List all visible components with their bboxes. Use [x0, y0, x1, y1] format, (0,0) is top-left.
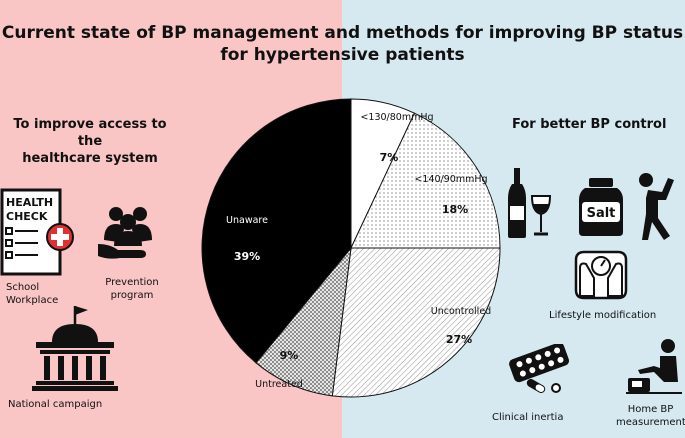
government-building-icon — [32, 306, 118, 391]
prevention-label-line2: program — [110, 290, 154, 301]
school-workplace-label: School Workplace — [6, 281, 58, 307]
pie-slices-group — [201, 98, 501, 398]
figure-title-line2: for hypertensive patients — [220, 45, 465, 65]
pie-label-4: Unaware — [226, 215, 268, 226]
home-bp-measurement-icon — [626, 339, 682, 394]
pie-label-1: <140/90mmHg — [414, 174, 487, 185]
home-bp-label-line1: Home BP — [627, 404, 674, 415]
home-bp-label: Home BP measurement — [616, 403, 685, 429]
home-bp-label-line2: measurement — [616, 417, 685, 428]
health-check-icon: HEALTH CHECK — [0, 188, 74, 276]
pie-label-0: <130/80mmHg — [360, 112, 433, 123]
pie-slice-140-90mmhg — [350, 112, 501, 249]
prevention-program-icon — [98, 207, 152, 259]
pie-slice-uncontrolled — [331, 247, 501, 398]
right-section-title: For better BP control — [512, 117, 667, 132]
pie-slice-untreated — [255, 246, 352, 397]
bp-status-pie-chart: <130/80mmHg 7% <140/90mmHg 18% Uncontrolled 2… — [201, 98, 501, 398]
left-section-title: To improve access to the healthcare syst… — [0, 116, 180, 167]
pie-value-4: 39% — [234, 250, 260, 263]
pie-labels-group: <130/80mmHg 7% <140/90mmHg 18% Uncontrolled 2… — [226, 112, 491, 390]
health-check-text-2: CHECK — [6, 210, 48, 223]
clinical-inertia-label: Clinical inertia — [492, 412, 564, 423]
national-campaign-label: National campaign — [8, 399, 103, 410]
prevention-program-label: Prevention program — [96, 276, 168, 302]
exercise-icon — [639, 173, 674, 240]
pie-slice-unaware — [201, 98, 352, 364]
workplace-label: Workplace — [6, 295, 59, 306]
alcohol-icon — [508, 168, 552, 238]
pie-value-0: 7% — [380, 151, 399, 164]
pie-value-1: 18% — [442, 203, 468, 216]
salt-icon: Salt — [579, 178, 623, 236]
left-section-title-line2: healthcare system — [22, 151, 158, 166]
figure-title-line1: Current state of BP management and metho… — [1, 23, 684, 43]
figure-title: Current state of BP management and metho… — [0, 22, 685, 66]
prevention-label-line1: Prevention — [105, 277, 159, 288]
health-check-text-1: HEALTH — [6, 196, 53, 209]
pie-label-2: Uncontrolled — [431, 306, 491, 317]
weight-scale-icon — [574, 250, 628, 300]
pills-icon — [509, 344, 570, 393]
left-section-title-line1: To improve access to the — [13, 117, 167, 149]
school-label: School — [6, 282, 40, 293]
salt-text: Salt — [587, 206, 616, 221]
pie-label-3: Untreated — [255, 379, 303, 390]
lifestyle-modification-label: Lifestyle modification — [549, 310, 657, 321]
pie-value-3: 9% — [280, 349, 299, 362]
pie-value-2: 27% — [446, 333, 472, 346]
